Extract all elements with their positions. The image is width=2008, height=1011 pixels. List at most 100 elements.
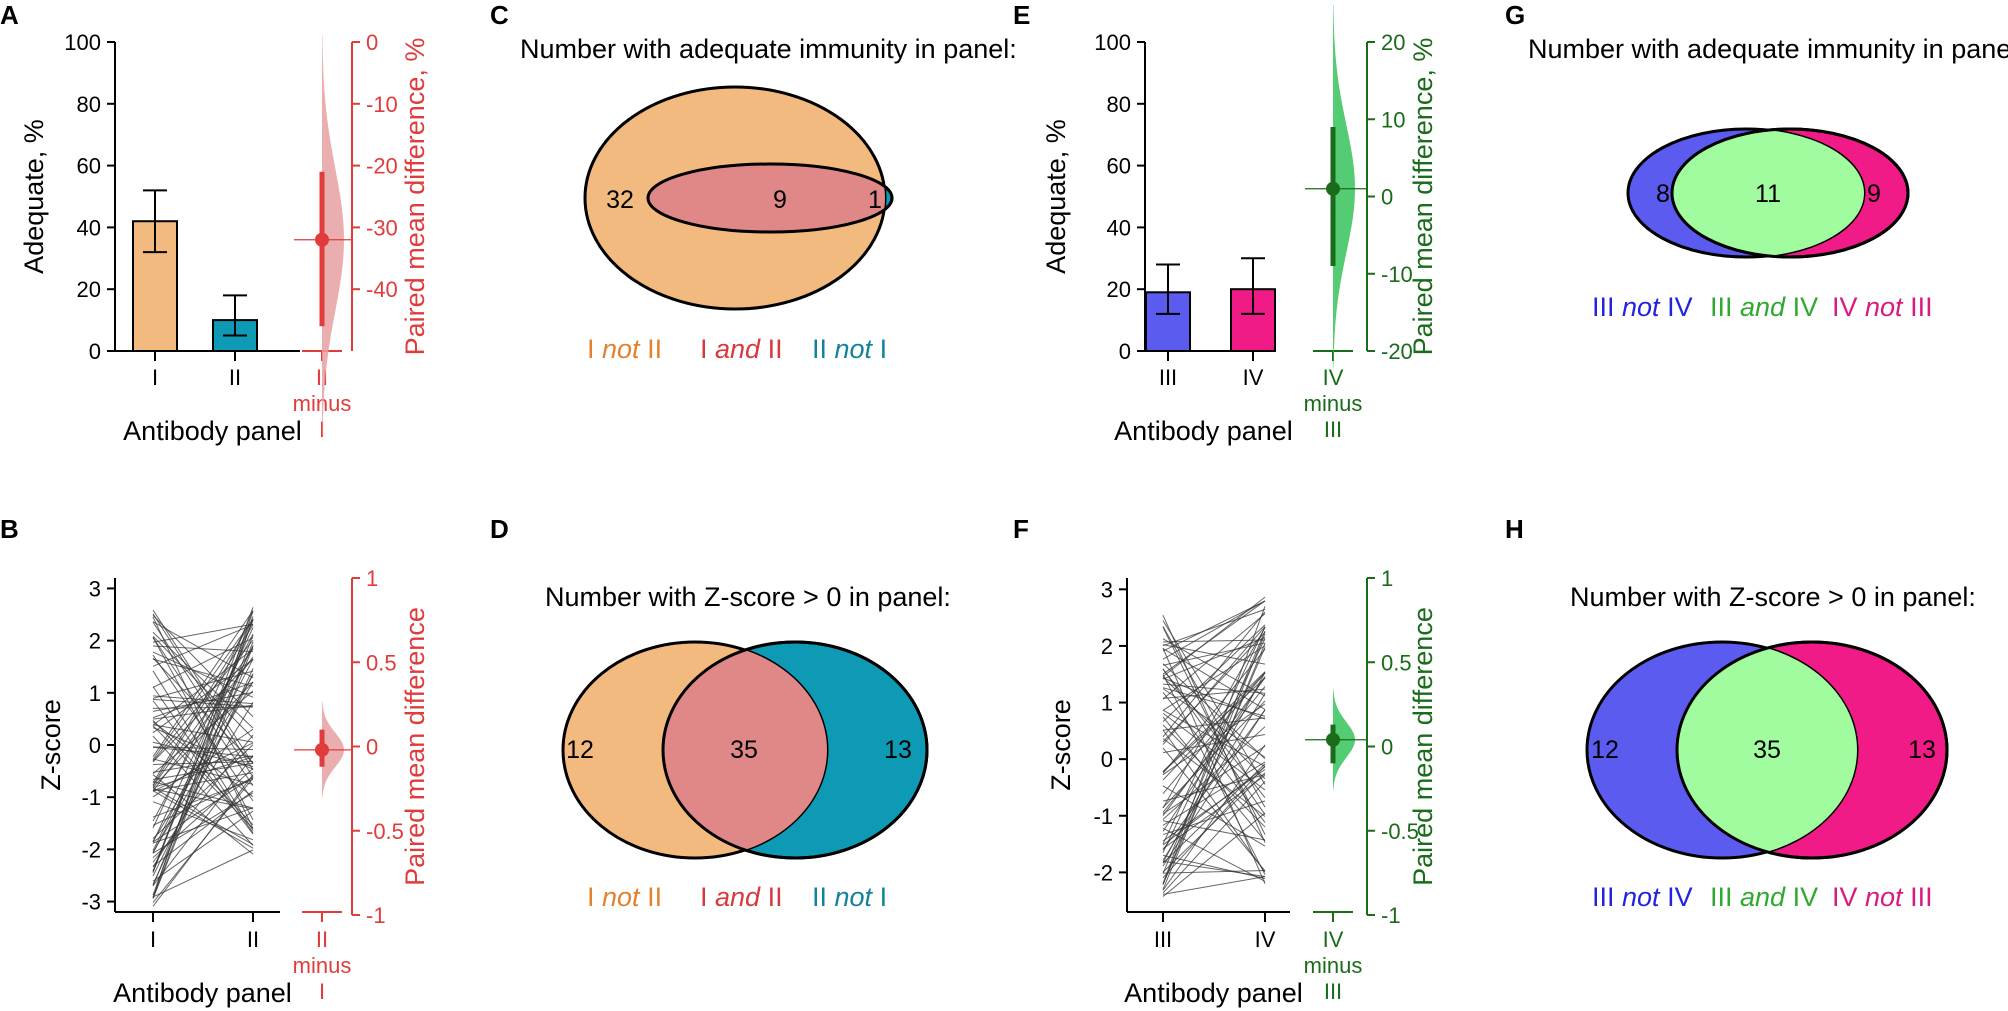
- venn-outline: [1670, 127, 1910, 259]
- venn-legend-right: IV not III: [1832, 882, 1933, 912]
- x-tick-label: II: [247, 927, 259, 952]
- y-tick-label: 2: [1101, 634, 1113, 659]
- diff-tick-label: -30: [366, 215, 398, 240]
- venn-outline: [646, 162, 894, 234]
- paired-line: [152, 651, 254, 698]
- venn-panel-G: Number with adequate immunity in panel: …: [1528, 34, 2008, 322]
- diff-tick-label: -0.5: [366, 819, 404, 844]
- diff-category-label: IV: [1323, 365, 1344, 390]
- paired-line: [1162, 608, 1266, 647]
- paired-line: [152, 734, 254, 863]
- x-tick-label: IV: [1255, 927, 1276, 952]
- paired-line: [1162, 729, 1266, 873]
- diff-tick-label: 1: [366, 566, 378, 591]
- venn-panel-D: Number with Z-score > 0 in panel: 12 35 …: [545, 582, 951, 912]
- x-axis-label: Antibody panel: [1114, 416, 1293, 446]
- venn-legend-both: I and II: [700, 334, 783, 364]
- venn-outline: [1675, 640, 1949, 860]
- x-tick-label: I: [152, 365, 158, 390]
- mean-difference-point: [315, 232, 329, 247]
- y-tick-label: 20: [1107, 277, 1131, 302]
- paired-line: [1162, 854, 1266, 880]
- paired-line: [1162, 631, 1266, 743]
- venn-legend-right: II not I: [812, 334, 887, 364]
- paired-line: [1162, 700, 1266, 808]
- paired-line: [152, 621, 254, 679]
- y-tick-label: 80: [77, 92, 101, 117]
- diff-tick-label: 20: [1381, 30, 1405, 55]
- paired-line: [1162, 687, 1266, 717]
- panel-letter-B: B: [0, 514, 19, 544]
- y-tick-label: 2: [89, 629, 101, 654]
- paired-line: [152, 657, 254, 764]
- paired-line: [152, 706, 254, 709]
- venn-legend-right: IV not III: [1832, 292, 1933, 322]
- diff-tick-label: -1: [366, 903, 386, 928]
- paired-line: [152, 624, 254, 786]
- paired-line: [1162, 677, 1266, 817]
- paired-line: [152, 774, 254, 907]
- panel-letter-D: D: [490, 514, 509, 544]
- paired-line: [1162, 717, 1266, 731]
- diff-tick-label: -20: [366, 154, 398, 179]
- venn-overlap: [663, 642, 827, 858]
- diff-tick-label: -1: [1381, 903, 1401, 928]
- paired-line: [1162, 613, 1266, 700]
- venn-title: Number with Z-score > 0 in panel:: [545, 582, 951, 612]
- paired-line: [1162, 781, 1266, 894]
- venn-panel-H: Number with Z-score > 0 in panel: 12 35 …: [1570, 582, 1976, 912]
- diff-category-label: III: [1324, 417, 1342, 442]
- paired-line: [152, 690, 254, 775]
- paired-line: [1162, 672, 1266, 863]
- paired-line: [152, 656, 254, 792]
- paired-line: [152, 658, 254, 854]
- venn-legend-left: III not IV: [1592, 292, 1693, 322]
- venn-left-only: 32: [606, 186, 634, 214]
- paired-line: [1162, 688, 1266, 699]
- venn-legend-both: III and IV: [1710, 882, 1818, 912]
- diff-tick-label: 0.5: [1381, 650, 1412, 675]
- diff-category-label: minus: [293, 953, 352, 978]
- panel-letter-E: E: [1013, 0, 1030, 30]
- paired-line: [1162, 638, 1266, 697]
- y-tick-label: 60: [77, 154, 101, 179]
- paired-line: [152, 735, 254, 846]
- paired-line: [1162, 726, 1266, 820]
- venn-both: 35: [1753, 736, 1781, 764]
- paired-line: [1162, 820, 1266, 841]
- venn-legend-right: II not I: [812, 882, 887, 912]
- paired-line: [152, 849, 254, 898]
- y-tick-label: 40: [77, 215, 101, 240]
- y-tick-label: 100: [64, 30, 101, 55]
- venn-legend-both: III and IV: [1710, 292, 1818, 322]
- paired-line: [1162, 626, 1266, 745]
- diff-tick-label: 0: [366, 30, 378, 55]
- venn-left-only: 8: [1656, 180, 1670, 208]
- paired-line: [1162, 709, 1266, 767]
- paired-line: [1162, 648, 1266, 774]
- paired-line: [152, 801, 254, 841]
- paired-line: [1162, 724, 1266, 828]
- venn-outline: [661, 640, 929, 860]
- paired-line: [152, 611, 254, 829]
- venn-right-only: 13: [884, 736, 912, 764]
- paired-line: [152, 670, 254, 699]
- paired-line: [1162, 761, 1266, 826]
- paired-line: [152, 616, 254, 873]
- paired-line: [1162, 645, 1266, 711]
- y-axis-label: Z-score: [1046, 699, 1076, 791]
- paired-line: [152, 807, 254, 844]
- paired-line: [1162, 637, 1266, 680]
- y-tick-label: 60: [1107, 154, 1131, 179]
- diff-tick-label: -20: [1381, 339, 1413, 364]
- difference-axis-group: 0-10-20-30-40IIminusIPaired mean differe…: [293, 30, 430, 444]
- paired-line: [152, 787, 254, 845]
- venn-left-only: 12: [1591, 736, 1619, 764]
- paired-line: [152, 631, 254, 729]
- paired-line: [152, 755, 254, 773]
- diff-tick-label: 10: [1381, 107, 1405, 132]
- paired-line: [152, 616, 254, 829]
